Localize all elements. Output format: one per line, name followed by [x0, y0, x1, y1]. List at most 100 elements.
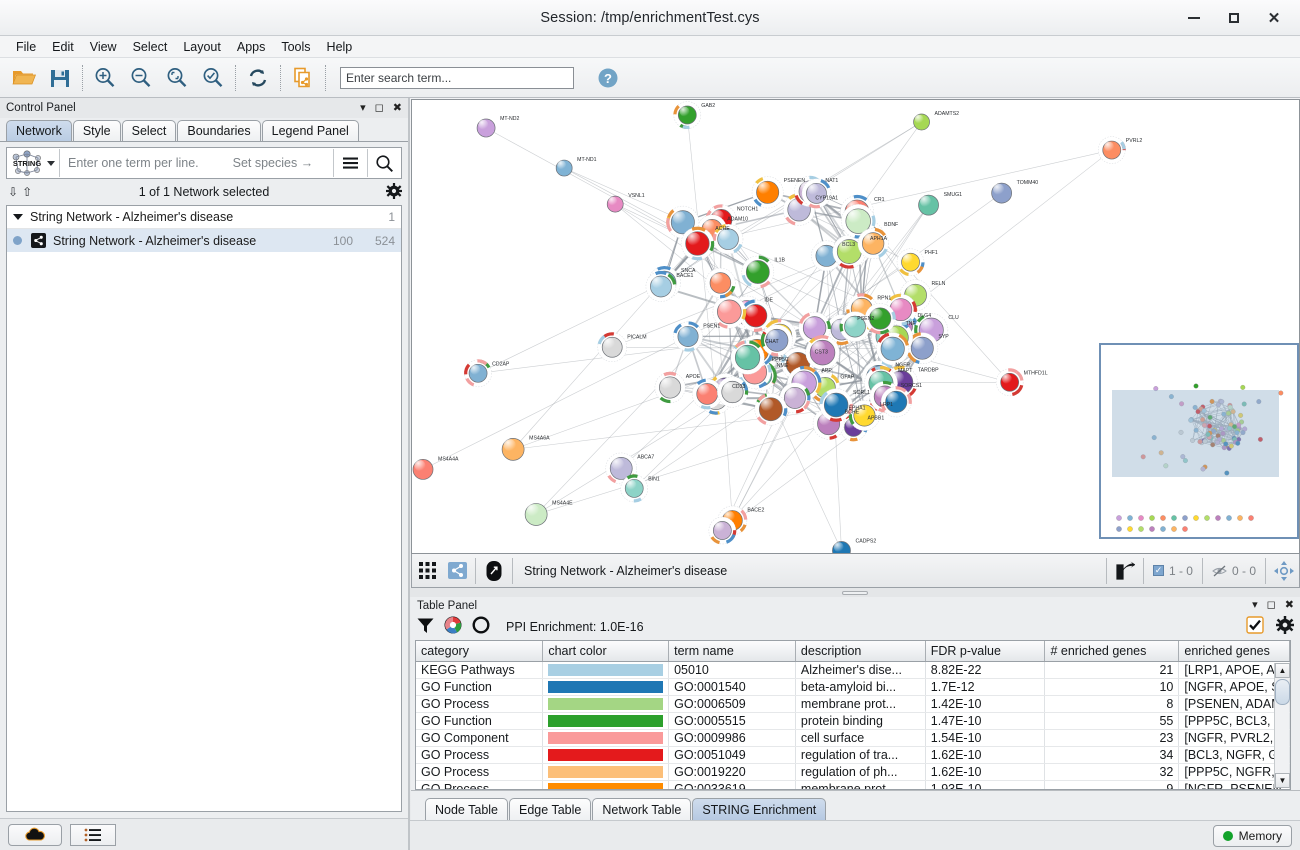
network-node[interactable] — [620, 474, 649, 503]
network-node[interactable] — [913, 113, 930, 131]
collapse-all-icon[interactable]: ⇩ — [8, 185, 19, 199]
detach-view-button[interactable] — [479, 556, 509, 586]
network-node[interactable] — [819, 388, 853, 422]
enrichment-table-container[interactable]: category chart color term name descripti… — [415, 639, 1291, 790]
open-folder-button[interactable] — [6, 61, 42, 95]
column-header-category[interactable]: category — [416, 640, 544, 663]
close-button[interactable]: ✕ — [1254, 3, 1294, 33]
network-node[interactable] — [673, 321, 703, 352]
menu-layout[interactable]: Layout — [183, 39, 221, 54]
network-node[interactable] — [841, 204, 876, 239]
network-node[interactable] — [673, 101, 702, 130]
table-row[interactable]: GO Process GO:0019220 regulation of ph... 1… — [416, 763, 1290, 782]
zoom-fit-all-button[interactable] — [195, 61, 231, 95]
string-options-button[interactable] — [334, 148, 367, 178]
scroll-down-arrow-icon[interactable]: ▼ — [1275, 773, 1290, 788]
tab-select[interactable]: Select — [121, 120, 177, 141]
panel-split-handle[interactable] — [410, 588, 1300, 597]
network-node[interactable] — [654, 371, 686, 404]
table-row[interactable]: GO Process GO:0006509 membrane prot... 1.42… — [416, 695, 1290, 714]
tab-network[interactable]: Network — [6, 120, 72, 141]
column-header-enriched-gene-count[interactable]: # enriched genes — [1044, 640, 1180, 663]
pan-mode-button[interactable] — [1269, 556, 1299, 586]
panel-dropdown-icon[interactable]: ▾ — [360, 101, 366, 114]
menu-edit[interactable]: Edit — [52, 39, 74, 54]
string-search-button[interactable] — [368, 148, 401, 178]
show-grid-button[interactable] — [412, 556, 442, 586]
expand-triangle-icon[interactable] — [13, 214, 23, 220]
maximize-button[interactable] — [1214, 3, 1254, 33]
overview-viewport-rect[interactable] — [1112, 390, 1279, 477]
network-node[interactable] — [708, 516, 737, 545]
menu-help[interactable]: Help — [326, 39, 353, 54]
expand-all-icon[interactable]: ⇧ — [22, 185, 33, 199]
memory-button[interactable]: Memory — [1212, 824, 1292, 847]
string-term-input[interactable]: Enter one term per line. Set species → — [60, 156, 333, 170]
menu-view[interactable]: View — [89, 39, 117, 54]
network-node[interactable] — [801, 178, 832, 209]
network-node[interactable] — [995, 368, 1024, 397]
network-node[interactable] — [760, 324, 793, 357]
menu-select[interactable]: Select — [132, 39, 168, 54]
column-header-chart-color[interactable]: chart color — [542, 640, 670, 663]
tab-network-table[interactable]: Network Table — [592, 798, 692, 820]
table-row[interactable]: GO Component GO:0009986 cell surface 1.54E-… — [416, 729, 1290, 748]
tab-node-table[interactable]: Node Table — [425, 798, 509, 820]
network-node[interactable] — [739, 299, 772, 332]
tab-edge-table[interactable]: Edge Table — [509, 798, 592, 820]
tab-style[interactable]: Style — [72, 120, 121, 141]
network-node[interactable] — [864, 303, 896, 335]
network-node[interactable] — [741, 255, 775, 289]
network-settings-gear-icon[interactable] — [386, 182, 402, 202]
string-logo-icon[interactable]: STRING — [7, 148, 47, 178]
network-node[interactable] — [896, 248, 925, 277]
network-node[interactable] — [597, 332, 627, 363]
network-node[interactable] — [880, 386, 912, 418]
panel-float-icon[interactable]: ◻ — [374, 101, 384, 114]
network-node[interactable] — [839, 413, 868, 442]
tab-string-enrichment[interactable]: STRING Enrichment — [692, 798, 827, 820]
network-node[interactable] — [779, 382, 811, 414]
task-list-button[interactable] — [70, 823, 116, 846]
table-row[interactable]: KEGG Pathways 05010 Alzheimer's dise... 8.8… — [416, 661, 1290, 680]
scrollbar-thumb[interactable] — [1275, 678, 1290, 705]
network-node[interactable] — [857, 227, 889, 260]
network-node[interactable] — [712, 295, 747, 329]
column-header-fdr-pvalue[interactable]: FDR p-value — [925, 640, 1046, 663]
network-node[interactable] — [712, 223, 744, 255]
refresh-button[interactable] — [240, 61, 276, 95]
table-settings-button[interactable] — [1276, 616, 1294, 637]
table-panel-float-icon[interactable]: ◻ — [1266, 599, 1276, 611]
network-node[interactable] — [691, 378, 723, 410]
network-node[interactable] — [832, 541, 851, 553]
tab-boundaries[interactable]: Boundaries — [177, 120, 261, 141]
zoom-in-button[interactable] — [87, 61, 123, 95]
select-all-checkbox-button[interactable] — [1246, 616, 1264, 637]
save-button[interactable] — [42, 61, 78, 95]
network-node[interactable] — [839, 311, 871, 342]
network-overview-panel[interactable] — [1099, 343, 1299, 539]
network-node[interactable] — [716, 376, 749, 408]
table-panel-close-icon[interactable]: ✖ — [1284, 599, 1294, 611]
network-node[interactable] — [606, 195, 624, 213]
network-graph-canvas[interactable]: MT-ND2 MT-ND1 VSNL1 ADAMTS2 PVRL2 SMUG1 TOMM40… — [412, 100, 1299, 554]
network-tree-child-row[interactable]: String Network - Alzheimer's disease 100… — [7, 229, 401, 252]
network-node[interactable] — [751, 176, 784, 209]
table-row[interactable]: GO Process GO:0033619 membrane prot... 1.93… — [416, 780, 1290, 789]
panel-close-icon[interactable]: ✖ — [392, 101, 402, 114]
zoom-out-button[interactable] — [123, 61, 159, 95]
export-view-button[interactable] — [1110, 556, 1140, 586]
network-node[interactable] — [555, 159, 573, 177]
network-node[interactable] — [876, 332, 910, 366]
network-node[interactable] — [1097, 136, 1126, 164]
minimize-button[interactable] — [1174, 3, 1214, 33]
network-node[interactable] — [524, 503, 548, 526]
table-row[interactable]: GO Process GO:0051049 regulation of tra...… — [416, 746, 1290, 765]
scroll-up-arrow-icon[interactable]: ▲ — [1275, 662, 1290, 678]
menu-file[interactable]: File — [16, 39, 37, 54]
network-node[interactable] — [705, 267, 736, 299]
table-panel-dropdown-icon[interactable]: ▾ — [1252, 599, 1258, 611]
selected-nodes-indicator[interactable]: ✓ 1 - 0 — [1147, 564, 1199, 578]
network-view[interactable]: MT-ND2 MT-ND1 VSNL1 ADAMTS2 PVRL2 SMUG1 TOMM40… — [411, 99, 1300, 554]
string-species-caret-icon[interactable] — [47, 160, 55, 166]
